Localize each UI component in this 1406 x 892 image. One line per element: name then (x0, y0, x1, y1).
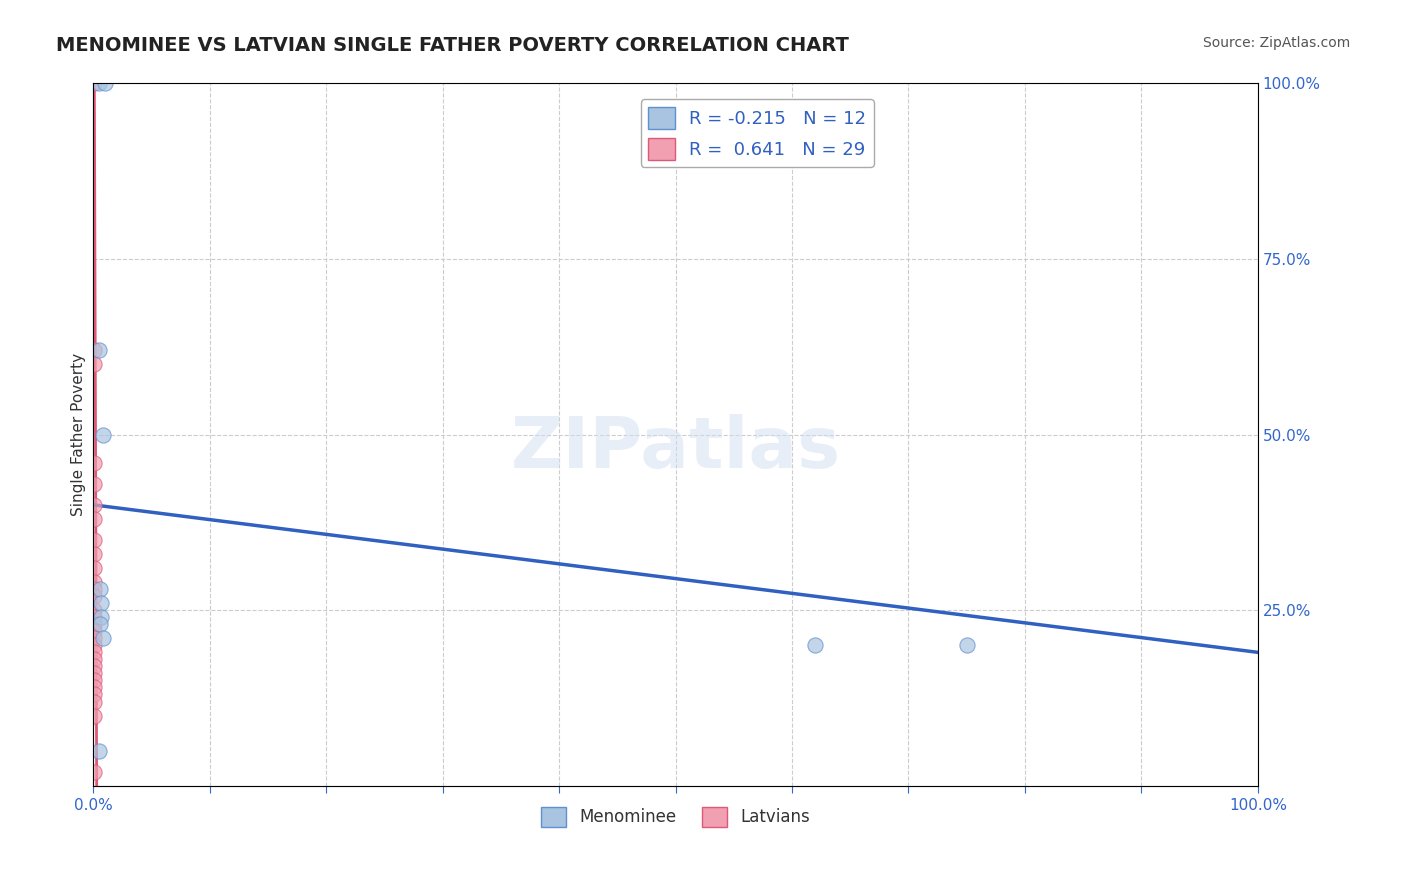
Point (804, 638, 827, 652)
Point (83, 666, 105, 681)
Point (83, 582, 105, 596)
Point (83, 533, 105, 547)
Point (83, 456, 105, 470)
Point (83, 708, 105, 723)
Legend: Menominee, Latvians: Menominee, Latvians (534, 800, 817, 834)
Point (83, 638, 105, 652)
Point (83, 617, 105, 632)
Point (83, 476, 105, 491)
Point (83, 688, 105, 702)
Point (83, 659, 105, 673)
Point (83, 512, 105, 526)
Point (87, 343, 110, 358)
Text: ZIPatlas: ZIPatlas (510, 414, 841, 483)
Point (94, 77, 117, 91)
Point (83, 561, 105, 575)
Point (83, 77, 105, 91)
Point (83, 652, 105, 666)
Point (89, 582, 111, 596)
Text: MENOMINEE VS LATVIAN SINGLE FATHER POVERTY CORRELATION CHART: MENOMINEE VS LATVIAN SINGLE FATHER POVER… (56, 36, 849, 54)
Point (90, 610, 112, 624)
Point (83, 645, 105, 659)
Point (87, 744, 110, 758)
Point (91, 632, 114, 646)
Point (83, 575, 105, 590)
Point (83, 603, 105, 617)
Point (83, 610, 105, 624)
Point (87, 77, 110, 91)
Point (90, 596, 112, 610)
Y-axis label: Single Father Poverty: Single Father Poverty (72, 353, 86, 516)
Point (83, 343, 105, 358)
Point (91, 427, 114, 442)
Point (83, 632, 105, 646)
Point (89, 617, 111, 632)
Point (83, 681, 105, 695)
Point (83, 694, 105, 708)
Point (83, 547, 105, 561)
Point (83, 764, 105, 779)
Text: Source: ZipAtlas.com: Source: ZipAtlas.com (1202, 36, 1350, 50)
Point (956, 638, 979, 652)
Point (83, 589, 105, 603)
Point (83, 357, 105, 371)
Point (83, 624, 105, 639)
Point (83, 673, 105, 688)
Point (83, 498, 105, 512)
